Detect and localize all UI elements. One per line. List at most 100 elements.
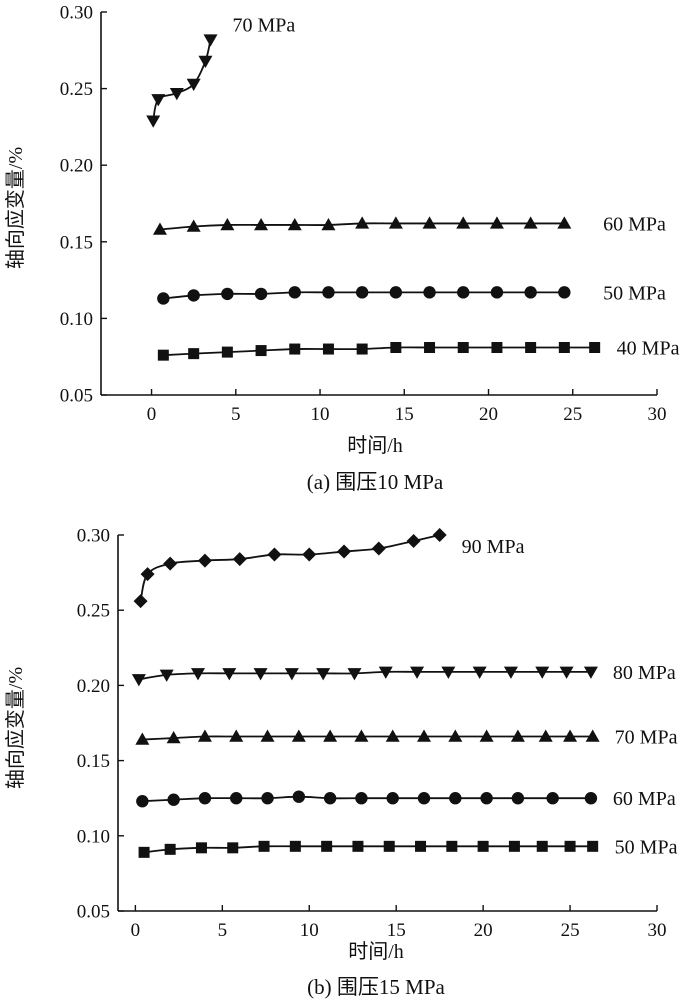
data-point-circle <box>546 792 559 805</box>
data-point-circle <box>261 792 274 805</box>
series-label: 70 MPa <box>233 15 296 37</box>
data-point-triangle-up <box>479 729 494 742</box>
data-point-triangle-down <box>441 666 456 679</box>
data-point-circle <box>480 792 493 805</box>
y-tick-label: 0.15 <box>60 232 93 253</box>
series-curve <box>139 534 440 602</box>
data-point-triangle-up <box>385 729 400 742</box>
x-tick-label: 10 <box>311 404 330 425</box>
data-point-triangle-down <box>146 115 161 128</box>
series-50-mpa: 50 MPa <box>138 836 678 858</box>
series-label: 60 MPa <box>603 213 666 235</box>
data-point-triangle-up <box>135 732 150 745</box>
data-point-diamond <box>133 594 148 609</box>
data-point-triangle-up <box>166 731 181 744</box>
data-point-circle <box>288 286 301 299</box>
data-point-triangle-up <box>489 216 504 229</box>
x-tick-label: 30 <box>648 920 667 941</box>
data-point-triangle-up <box>422 216 437 229</box>
data-point-triangle-down <box>253 668 268 681</box>
series-curve <box>142 735 593 741</box>
caption-a: (a) 围压10 MPa <box>307 470 444 494</box>
data-point-triangle-down <box>535 666 550 679</box>
data-point-triangle-up <box>197 729 212 742</box>
y-tick-label: 0.10 <box>77 826 110 847</box>
y-tick-label: 0.20 <box>77 676 110 697</box>
data-point-diamond <box>337 544 352 559</box>
x-tick-label: 20 <box>479 404 498 425</box>
series-60-mpa: 60 MPa <box>136 788 676 810</box>
data-point-triangle-up <box>229 729 244 742</box>
series-90-mpa: 90 MPa <box>133 528 525 609</box>
data-point-square <box>221 346 233 358</box>
data-point-circle <box>417 792 431 805</box>
data-point-triangle-down <box>378 666 393 679</box>
data-point-square <box>477 840 489 852</box>
x-tick-label: 15 <box>395 404 414 425</box>
x-axis-label-b: 时间/h <box>348 940 404 963</box>
data-point-triangle-up <box>388 216 403 229</box>
data-point-triangle-down <box>169 87 184 101</box>
data-point-triangle-down <box>131 674 146 687</box>
series-label: 50 MPa <box>615 836 678 858</box>
data-point-square <box>415 840 427 852</box>
x-tick-label: 25 <box>563 404 582 425</box>
data-point-circle <box>157 292 170 305</box>
data-point-circle <box>221 287 234 301</box>
data-point-square <box>589 342 601 354</box>
x-tick-label: 5 <box>218 920 228 941</box>
data-point-circle <box>292 790 306 803</box>
data-point-triangle-up <box>510 729 525 742</box>
y-tick-label: 0.25 <box>60 79 93 100</box>
data-point-triangle-down <box>159 669 174 682</box>
data-point-triangle-down <box>347 668 362 681</box>
data-point-diamond <box>140 567 155 582</box>
data-point-diamond <box>163 556 178 571</box>
data-point-circle <box>449 792 462 805</box>
data-point-circle <box>558 286 571 299</box>
data-point-diamond <box>302 547 317 562</box>
data-point-square <box>383 840 395 852</box>
data-point-triangle-up <box>585 729 600 742</box>
data-point-square <box>157 349 169 361</box>
x-tick-label: 15 <box>387 920 406 941</box>
data-point-circle <box>198 792 212 805</box>
data-point-triangle-down <box>222 668 237 681</box>
data-point-square <box>195 842 207 854</box>
series-curve <box>138 670 591 681</box>
series-curve <box>152 39 212 121</box>
data-point-square <box>508 840 520 852</box>
data-point-square <box>536 840 548 852</box>
data-point-square <box>227 842 239 854</box>
data-point-triangle-up <box>417 729 432 742</box>
data-point-square <box>164 843 176 855</box>
data-point-square <box>258 840 270 852</box>
series-label: 40 MPa <box>617 338 680 360</box>
data-point-square <box>322 343 334 355</box>
y-axis-label-b: 轴向应变量/% <box>4 667 27 789</box>
chart-panel-a: 轴向应变量/% 时间/h (a) 围压10 MPa 0.05 0.10 0.15 0.… <box>4 3 680 495</box>
data-point-triangle-down <box>559 666 574 679</box>
data-point-triangle-up <box>287 217 302 231</box>
y-axis-label-a: 轴向应变量/% <box>4 147 27 269</box>
data-point-triangle-down <box>284 668 299 681</box>
data-point-circle <box>389 286 403 299</box>
data-point-triangle-up <box>448 729 463 742</box>
data-point-triangle-up <box>538 729 553 742</box>
data-point-triangle-down <box>198 55 213 69</box>
y-tick-label: 0.30 <box>60 3 93 24</box>
series-label: 50 MPa <box>603 282 666 304</box>
data-point-square <box>321 840 333 852</box>
data-point-triangle-down <box>151 94 166 107</box>
y-tick-label: 0.05 <box>77 902 110 923</box>
series-label: 90 MPa <box>462 536 525 558</box>
data-point-square <box>289 840 301 852</box>
data-point-triangle-down <box>410 666 425 679</box>
y-tick-label: 0.30 <box>77 526 110 547</box>
data-point-diamond <box>267 547 282 562</box>
data-point-triangle-up <box>291 729 306 742</box>
data-point-square <box>138 846 150 858</box>
y-tick-label: 0.05 <box>60 386 93 407</box>
y-tick-label: 0.15 <box>77 751 110 772</box>
data-point-triangle-down <box>503 666 518 679</box>
